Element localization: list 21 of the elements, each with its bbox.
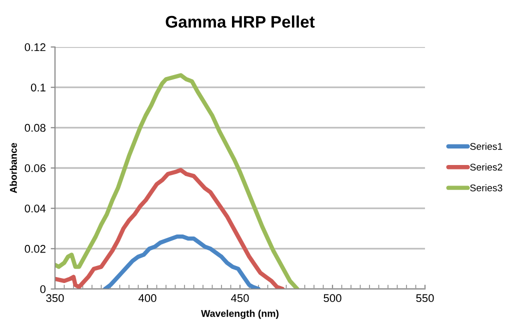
x-axis-title: Wavelength (nm) bbox=[201, 310, 278, 319]
y-tick-label: 0.08 bbox=[24, 124, 46, 132]
line-series bbox=[55, 168, 285, 289]
y-tick-label: 0.04 bbox=[24, 204, 46, 212]
y-axis-title: Aborbance bbox=[10, 142, 17, 194]
y-tick-label: 0.02 bbox=[24, 244, 46, 253]
legend-label: Series3 bbox=[470, 184, 502, 192]
x-tick-label: 400 bbox=[138, 294, 156, 302]
line-series bbox=[102, 234, 261, 289]
y-tick-label: 0.12 bbox=[24, 43, 46, 52]
x-tick-label: 500 bbox=[324, 294, 342, 302]
x-tick-label: 350 bbox=[46, 294, 64, 302]
x-tick-label: 450 bbox=[230, 294, 249, 302]
chart-title: Gamma HRP Pellet bbox=[166, 15, 315, 28]
y-tick-label: 0.06 bbox=[24, 164, 46, 172]
line-series bbox=[55, 73, 300, 289]
y-tick-label: 0.1 bbox=[30, 84, 46, 92]
legend-label: Series2 bbox=[470, 163, 502, 171]
legend-label: Series1 bbox=[470, 142, 502, 150]
x-tick-label: 550 bbox=[416, 294, 434, 302]
y-tick-label: 0 bbox=[40, 285, 46, 294]
